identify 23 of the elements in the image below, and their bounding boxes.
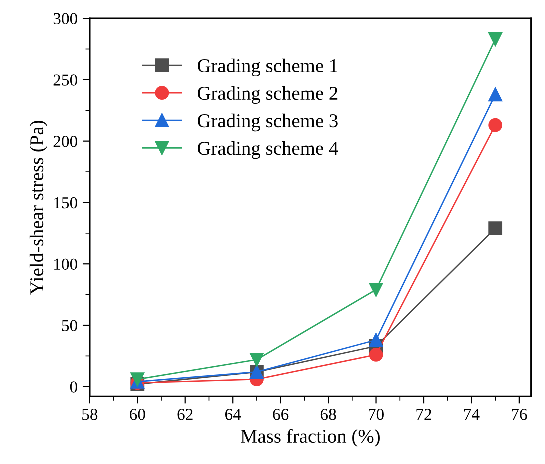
x-tick-label: 68 bbox=[320, 409, 336, 420]
x-axis-title: Mass fraction (%) bbox=[241, 429, 380, 448]
y-tick-label: 150 bbox=[54, 197, 78, 209]
legend-label: Grading scheme 3 bbox=[198, 114, 338, 132]
x-tick-label: 66 bbox=[273, 409, 289, 420]
legend-label: Grading scheme 4 bbox=[198, 141, 338, 160]
y-tick-label: 300 bbox=[54, 13, 78, 25]
y-tick-label: 50 bbox=[62, 320, 78, 332]
y-tick-label: 0 bbox=[70, 382, 78, 393]
y-tick-label: 200 bbox=[54, 136, 78, 148]
x-tick-label: 62 bbox=[178, 409, 193, 420]
x-tick-label: 72 bbox=[416, 409, 432, 420]
x-tick-label: 70 bbox=[369, 409, 384, 420]
x-tick-label: 60 bbox=[130, 409, 146, 420]
legend-label: Grading scheme 1 bbox=[198, 58, 338, 77]
x-tick-label: 64 bbox=[225, 409, 242, 420]
y-axis-title: Yield-shear stress (Pa) bbox=[30, 121, 48, 295]
x-tick-label: 58 bbox=[82, 409, 98, 420]
y-tick-label: 100 bbox=[54, 258, 78, 270]
x-tick-label: 76 bbox=[512, 409, 528, 420]
y-tick-label: 250 bbox=[54, 74, 78, 86]
x-tick-label: 74 bbox=[464, 409, 480, 420]
legend-label: Grading scheme 2 bbox=[198, 86, 338, 104]
